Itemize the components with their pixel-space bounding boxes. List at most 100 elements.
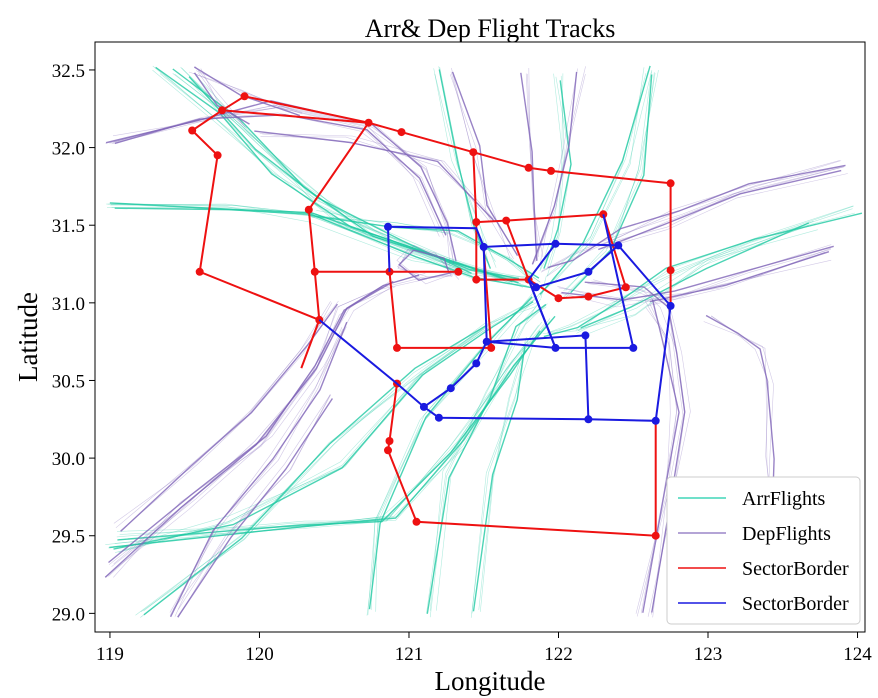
- flight-track: [174, 328, 343, 617]
- flight-track: [600, 173, 848, 250]
- y-tick-label: 32.0: [52, 139, 85, 160]
- flight-track: [104, 274, 420, 578]
- flight-track: [115, 300, 533, 553]
- flight-track: [539, 68, 578, 266]
- y-tick-label: 31.5: [52, 216, 85, 237]
- flight-track: [605, 166, 845, 250]
- sector-border-line: [387, 225, 485, 248]
- flight-track: [367, 294, 536, 616]
- legend-label: DepFlights: [742, 523, 831, 545]
- flight-track: [113, 301, 331, 524]
- flight-track: [546, 160, 842, 277]
- flight-track: [108, 280, 394, 564]
- flight-track: [366, 298, 532, 616]
- flight-track: [449, 74, 514, 260]
- flight-track: [543, 212, 863, 338]
- flight-track: [547, 164, 846, 269]
- flight-track: [173, 394, 331, 610]
- flight-track: [565, 72, 656, 291]
- flight-track: [528, 67, 538, 261]
- flight-track: [472, 346, 526, 612]
- flight-track: [188, 71, 304, 118]
- sector-border-point: [651, 416, 660, 425]
- sector-border-point: [487, 343, 496, 352]
- flight-track: [598, 169, 842, 251]
- sector-border-point: [584, 267, 593, 276]
- flight-track: [193, 73, 303, 113]
- y-tick-label: 30.0: [52, 449, 85, 470]
- flight-track: [114, 319, 553, 544]
- sector-border-point: [434, 413, 443, 422]
- flight-track: [198, 72, 243, 124]
- sector-border-point: [666, 301, 675, 310]
- flight-track: [539, 65, 651, 295]
- x-tick-label: 119: [96, 644, 124, 665]
- blue-sector-border: [318, 214, 675, 425]
- flight-track: [177, 394, 331, 618]
- sector-border-point: [584, 415, 593, 424]
- flight-track: [108, 322, 551, 549]
- flight-track: [532, 66, 586, 265]
- flight-track: [426, 306, 547, 614]
- x-axis-label: Longitude: [435, 666, 546, 696]
- sector-border-point: [502, 216, 511, 225]
- flight-track: [120, 303, 338, 532]
- sector-border-point: [446, 384, 455, 393]
- flight-track: [308, 214, 540, 279]
- sector-border-point: [195, 267, 204, 276]
- y-tick-label: 29.5: [52, 527, 85, 548]
- flight-track: [116, 322, 546, 532]
- sector-border-point: [666, 266, 675, 275]
- flight-track: [113, 278, 427, 578]
- x-tick-label: 122: [544, 644, 573, 665]
- flight-track: [398, 249, 455, 281]
- flight-track: [439, 66, 488, 264]
- flight-track: [194, 66, 246, 128]
- sector-border-point: [532, 283, 541, 292]
- sector-border-point: [412, 517, 421, 526]
- flight-track: [193, 72, 250, 125]
- flight-track: [180, 66, 524, 288]
- sector-border-line: [244, 95, 369, 124]
- sector-border-point: [614, 241, 623, 250]
- flight-track: [105, 322, 550, 545]
- sector-border-point: [304, 205, 313, 214]
- sector-border-point: [384, 222, 392, 231]
- y-axis-label: Latitude: [13, 292, 43, 382]
- flight-track: [111, 280, 392, 567]
- flight-track: [451, 67, 511, 259]
- flight-track: [108, 286, 396, 565]
- flight-track: [135, 321, 488, 616]
- legend-box: [666, 476, 861, 625]
- flight-track: [546, 76, 572, 277]
- flight-track: [375, 295, 538, 612]
- sector-border-line: [307, 122, 370, 320]
- flight-track: [190, 78, 473, 277]
- sector-border-point: [666, 179, 675, 188]
- red-sector-border: [188, 92, 675, 540]
- x-tick-label: 121: [395, 644, 424, 665]
- flight-track: [561, 245, 834, 301]
- flight-track: [113, 285, 394, 565]
- flight-track: [152, 69, 512, 280]
- flight-track: [535, 67, 645, 299]
- flight-track: [593, 279, 684, 618]
- flight-track: [200, 68, 248, 129]
- sector-border-point: [419, 402, 428, 411]
- flight-track: [397, 249, 460, 280]
- y-tick-label: 32.5: [52, 61, 85, 82]
- flight-track: [311, 217, 534, 283]
- sector-border-line: [486, 244, 619, 350]
- flight-track: [539, 73, 564, 270]
- sector-border-point: [364, 118, 373, 127]
- flight-track: [540, 160, 840, 273]
- flight-track: [438, 66, 496, 262]
- flight-track: [259, 133, 489, 221]
- sector-border-point: [621, 283, 630, 292]
- sector-border-point: [581, 331, 590, 340]
- legend: ArrFlights DepFlights SectorBorder SectorBo…: [666, 476, 861, 625]
- flight-track: [396, 249, 457, 285]
- flight-track: [172, 73, 522, 281]
- sector-border-point: [218, 106, 227, 115]
